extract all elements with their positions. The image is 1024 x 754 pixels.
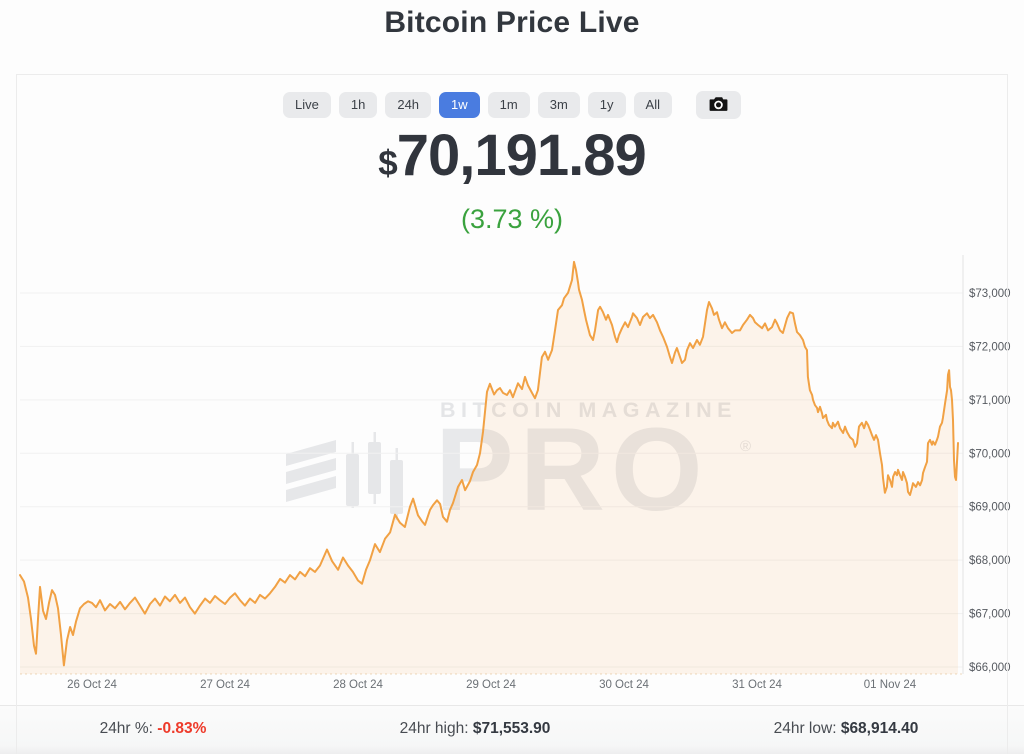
range-button-24h[interactable]: 24h [385, 91, 432, 119]
range-button-1h[interactable]: 1h [338, 91, 378, 119]
price-chart[interactable]: $73,000 $72,000 $71,000 $70,000 $69,000 $68,0… [0, 255, 1024, 700]
y-axis-tick-label: $67,000 [969, 609, 1011, 621]
current-price-row: $70,191.89 [0, 123, 1024, 188]
screenshot-button[interactable] [695, 91, 741, 119]
range-button-1m[interactable]: 1m [487, 91, 530, 119]
y-axis-tick-label: $72,000 [969, 341, 1011, 353]
range-button-3m[interactable]: 3m [537, 91, 580, 119]
y-axis-tick-label: $69,000 [969, 502, 1011, 514]
high-label: 24hr high: [399, 720, 469, 737]
low-value: $68,914.40 [840, 720, 919, 737]
footer-24hr-low: 24hr low: $68,914.40 [774, 720, 919, 738]
watermark-product: PRO [435, 411, 737, 529]
change-value: -0.83% [157, 720, 207, 737]
x-axis-tick-label: 26 Oct 24 [67, 679, 117, 691]
range-button-all[interactable]: All [633, 91, 672, 119]
y-axis-tick-label: $71,000 [969, 395, 1011, 407]
footer-24hr-high: 24hr high: $71,553.90 [400, 720, 551, 738]
y-axis-tick-label: $73,000 [969, 288, 1011, 300]
current-price: 70,191.89 [396, 123, 647, 188]
page-title: Bitcoin Price Live [384, 6, 640, 39]
range-button-1w[interactable]: 1w [439, 91, 480, 119]
x-axis-tick-label: 28 Oct 24 [333, 679, 383, 691]
range-button-1y[interactable]: 1y [587, 91, 626, 119]
x-axis-tick-label: 30 Oct 24 [599, 679, 649, 691]
x-axis-tick-label: 31 Oct 24 [732, 679, 782, 691]
high-value: $71,553.90 [472, 720, 551, 737]
price-area-fill [20, 261, 958, 674]
watermark: BITCOIN MAGAZINE PRO ® [286, 398, 751, 529]
registered-trademark-symbol: ® [740, 438, 751, 455]
price-line-series [19, 260, 959, 667]
low-label: 24hr low: [773, 720, 837, 737]
range-button-live[interactable]: Live [283, 91, 331, 119]
camera-icon [708, 97, 729, 116]
change-label: 24hr %: [99, 720, 153, 737]
watermark-text: BITCOIN MAGAZINE PRO ® [435, 398, 751, 529]
watermark-brand: BITCOIN MAGAZINE [440, 398, 737, 423]
y-axis-tick-label: $66,000 [969, 662, 1011, 674]
price-change-percent: (3.73 %) [460, 204, 564, 234]
footer-24hr-percent: 24hr %: -0.83% [100, 720, 207, 738]
y-axis-tick-label: $68,000 [969, 555, 1011, 567]
range-button-group: Live 1h 24h 1w 1m 3m 1y All [283, 91, 672, 119]
range-toolbar: Live 1h 24h 1w 1m 3m 1y All [0, 91, 1024, 119]
x-axis-tick-label: 29 Oct 24 [466, 679, 516, 691]
stats-footer: 24hr %: -0.83% 24hr high: $71,553.90 24h… [0, 705, 1024, 754]
currency-symbol: $ [378, 144, 397, 183]
x-axis-tick-label: 27 Oct 24 [200, 679, 250, 691]
x-axis-tick-label: 01 Nov 24 [864, 679, 917, 691]
y-axis-tick-label: $70,000 [969, 448, 1011, 460]
